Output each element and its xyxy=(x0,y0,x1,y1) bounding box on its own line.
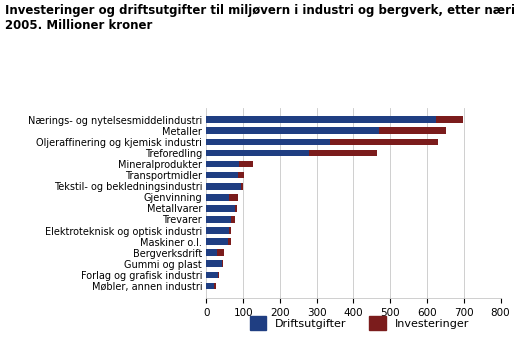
Bar xyxy=(229,194,238,201)
Bar xyxy=(239,161,253,167)
Bar xyxy=(217,250,224,256)
Bar xyxy=(218,271,219,278)
Bar xyxy=(436,116,463,123)
Bar xyxy=(206,216,231,223)
Bar xyxy=(206,271,218,278)
Bar xyxy=(206,150,309,156)
Bar xyxy=(379,127,446,134)
Text: Investeringer og driftsutgifter til miljøvern i industri og bergverk, etter næri: Investeringer og driftsutgifter til milj… xyxy=(5,4,516,32)
Bar xyxy=(206,250,217,256)
Legend: Driftsutgifter, Investeringer: Driftsutgifter, Investeringer xyxy=(245,312,473,334)
Bar xyxy=(206,161,239,167)
Bar xyxy=(206,205,235,212)
Bar xyxy=(206,183,241,190)
Bar xyxy=(241,183,243,190)
Bar xyxy=(238,172,244,178)
Bar xyxy=(206,139,330,145)
Bar xyxy=(235,205,236,212)
Bar xyxy=(215,283,216,289)
Bar xyxy=(229,227,231,234)
Bar xyxy=(228,238,231,245)
Bar xyxy=(206,238,228,245)
Bar xyxy=(206,283,215,289)
Bar xyxy=(206,116,436,123)
Bar xyxy=(309,150,377,156)
Bar xyxy=(206,261,222,267)
Bar xyxy=(330,139,438,145)
Bar xyxy=(222,261,223,267)
Bar xyxy=(231,216,235,223)
Bar xyxy=(206,194,229,201)
Bar xyxy=(206,227,229,234)
Bar xyxy=(206,172,238,178)
Bar xyxy=(206,127,379,134)
